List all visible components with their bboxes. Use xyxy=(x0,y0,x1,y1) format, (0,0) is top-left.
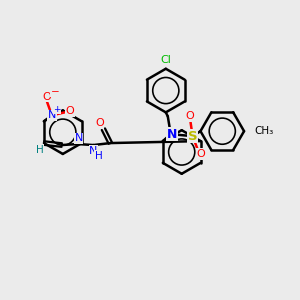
Text: N: N xyxy=(89,146,98,156)
Text: N: N xyxy=(48,110,56,120)
Text: O: O xyxy=(43,92,51,101)
Text: O: O xyxy=(196,149,205,159)
Text: −: − xyxy=(50,86,59,97)
Text: +: + xyxy=(53,105,61,114)
Text: O: O xyxy=(65,106,74,116)
Text: O: O xyxy=(185,111,194,121)
Text: H: H xyxy=(94,151,102,161)
Text: N: N xyxy=(167,128,177,141)
Text: S: S xyxy=(188,130,197,142)
Text: Cl: Cl xyxy=(160,55,171,65)
Text: N: N xyxy=(74,133,83,143)
Text: O: O xyxy=(95,118,104,128)
Text: H: H xyxy=(36,145,44,155)
Text: CH₃: CH₃ xyxy=(254,126,273,136)
